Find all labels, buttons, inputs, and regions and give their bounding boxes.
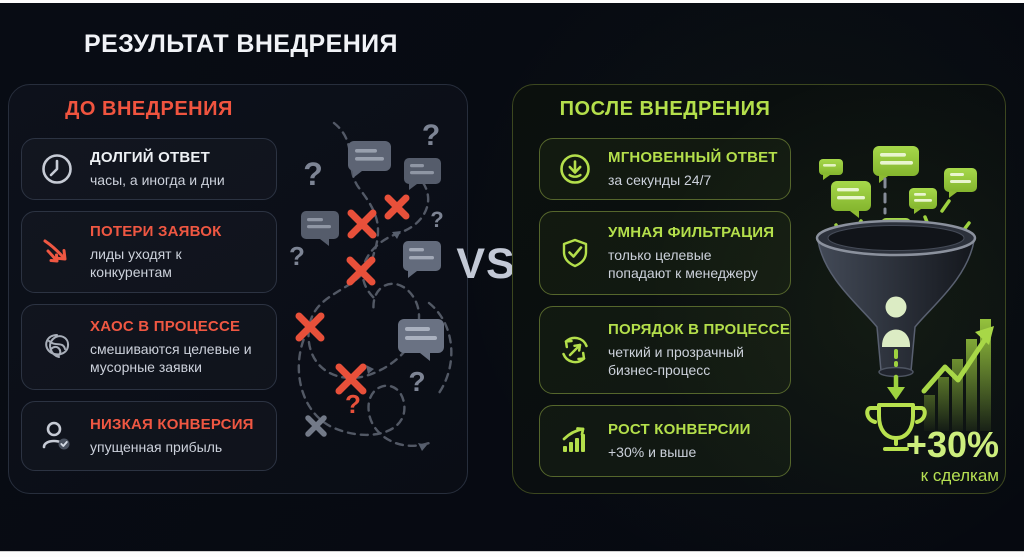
card-title: ПОТЕРИ ЗАЯВОК: [90, 222, 222, 240]
chat-bubble: [348, 141, 391, 178]
card-title: ПОРЯДОК В ПРОЦЕССЕ: [608, 320, 791, 338]
card-subtitle: лиды уходят к конкурентам: [90, 245, 182, 281]
card-title: МГНОВЕННЫЙ ОТВЕТ: [608, 149, 778, 166]
card-chaos: ХАОС В ПРОЦЕССЕ смешиваются целевые и му…: [21, 304, 277, 391]
trophy-icon: [865, 403, 927, 451]
card-subtitle: часы, а иногда и дни: [90, 171, 225, 188]
path-arrowheads: [366, 231, 427, 451]
card-title: РОСТ КОНВЕРСИИ: [608, 421, 751, 439]
growth-chart-icon: [555, 423, 595, 459]
funnel-stat-caption: к сделкам: [920, 466, 999, 485]
chat-bubble: [398, 319, 444, 361]
card-subtitle: +30% и выше: [608, 443, 697, 460]
card-low-conversion: НИЗКАЯ КОНВЕРСИЯ упущенная прибыль: [21, 401, 277, 472]
card-subtitle: смешиваются целевые и мусорные заявки: [90, 340, 252, 376]
before-heading: ДО ВНЕДРЕНИЯ: [65, 98, 233, 120]
card-title: ХАОС В ПРОЦЕССЕ: [90, 317, 241, 335]
svg-text:?: ?: [430, 207, 443, 232]
question-marks: ? ? ? ? ?: [289, 119, 444, 397]
growth-bars: [924, 319, 991, 431]
card-subtitle: четкий и прозрачный бизнес-процесс: [608, 343, 744, 379]
red-cross-marks: [295, 194, 410, 395]
card-long-response: ДОЛГИЙ ОТВЕТ часы, а иногда и дни: [21, 138, 277, 201]
card-process-order: ПОРЯДОК В ПРОЦЕССЕ четкий и прозрачный б…: [539, 306, 791, 395]
before-panel: ДО ВНЕДРЕНИЯ ДОЛГИЙ ОТВЕТ часы, а иногда…: [8, 84, 468, 494]
shield-check-icon: [555, 235, 595, 271]
process-cycle-icon: [555, 332, 595, 368]
person-check-icon: [37, 418, 77, 454]
chat-bubble: [301, 211, 339, 246]
svg-text:?: ?: [289, 241, 305, 271]
before-cards: ДОЛГИЙ ОТВЕТ часы, а иногда и дни: [21, 138, 277, 472]
chat-bubble: [403, 241, 441, 278]
person-in-funnel: [882, 296, 910, 347]
chaos-illustration: ? ? ? ? ? ?: [289, 119, 453, 451]
svg-text:?: ?: [408, 366, 425, 397]
chat-bubble: [909, 188, 937, 214]
after-cards: МГНОВЕННЫЙ ОТВЕТ за секунды 24/7 УМНАЯ Ф…: [539, 138, 791, 478]
chat-bubble: [819, 159, 843, 180]
funnel: [815, 219, 977, 378]
top-edge-strip: [0, 0, 1024, 3]
card-subtitle: только целевые попадают к менеджеру: [608, 246, 758, 282]
growth-arrow: [921, 326, 994, 394]
funnel-stat: +30%: [905, 424, 999, 465]
after-heading: ПОСЛЕ ВНЕДРЕНИЯ: [559, 98, 771, 120]
red-question-mark: ?: [345, 389, 361, 419]
card-subtitle: упущенная прибыль: [90, 438, 223, 455]
tangled-knot-icon: [37, 329, 77, 365]
card-title: НИЗКАЯ КОНВЕРСИЯ: [90, 416, 254, 434]
funnel-illustration: [815, 146, 994, 451]
card-lost-leads: ПОТЕРИ ЗАЯВОК лиды уходят к конкурентам: [21, 211, 277, 294]
chat-bubble: [404, 158, 441, 190]
bottom-edge-strip: [0, 551, 1024, 557]
gray-chat-bubbles: [301, 141, 444, 361]
declining-arrows-icon: [37, 234, 77, 270]
vs-label: VS: [456, 240, 516, 288]
svg-text:?: ?: [303, 156, 323, 192]
gray-cross-mark: [305, 415, 327, 437]
card-instant-answer: МГНОВЕННЫЙ ОТВЕТ за секунды 24/7: [539, 138, 791, 201]
card-title: ДОЛГИЙ ОТВЕТ: [90, 149, 210, 166]
after-panel: ПОСЛЕ ВНЕДРЕНИЯ МГНОВЕННЫЙ ОТВЕТ: [512, 84, 1006, 494]
chat-bubble: [944, 168, 977, 198]
chat-bubble: [873, 146, 919, 183]
chat-bubble: [831, 181, 871, 218]
card-conversion-growth: РОСТ КОНВЕРСИИ +30% и выше: [539, 405, 791, 478]
card-subtitle: за секунды 24/7: [608, 171, 712, 188]
svg-text:?: ?: [422, 119, 440, 152]
card-smart-filtering: УМНАЯ ФИЛЬТРАЦИЯ только целевые попадают…: [539, 211, 791, 296]
instant-answer-icon: [555, 151, 595, 187]
clock-icon: [37, 151, 77, 187]
page-title: РЕЗУЛЬТАТ ВНЕДРЕНИЯ: [84, 30, 398, 58]
card-title: УМНАЯ ФИЛЬТРАЦИЯ: [608, 223, 775, 241]
output-arrow: [887, 349, 905, 400]
